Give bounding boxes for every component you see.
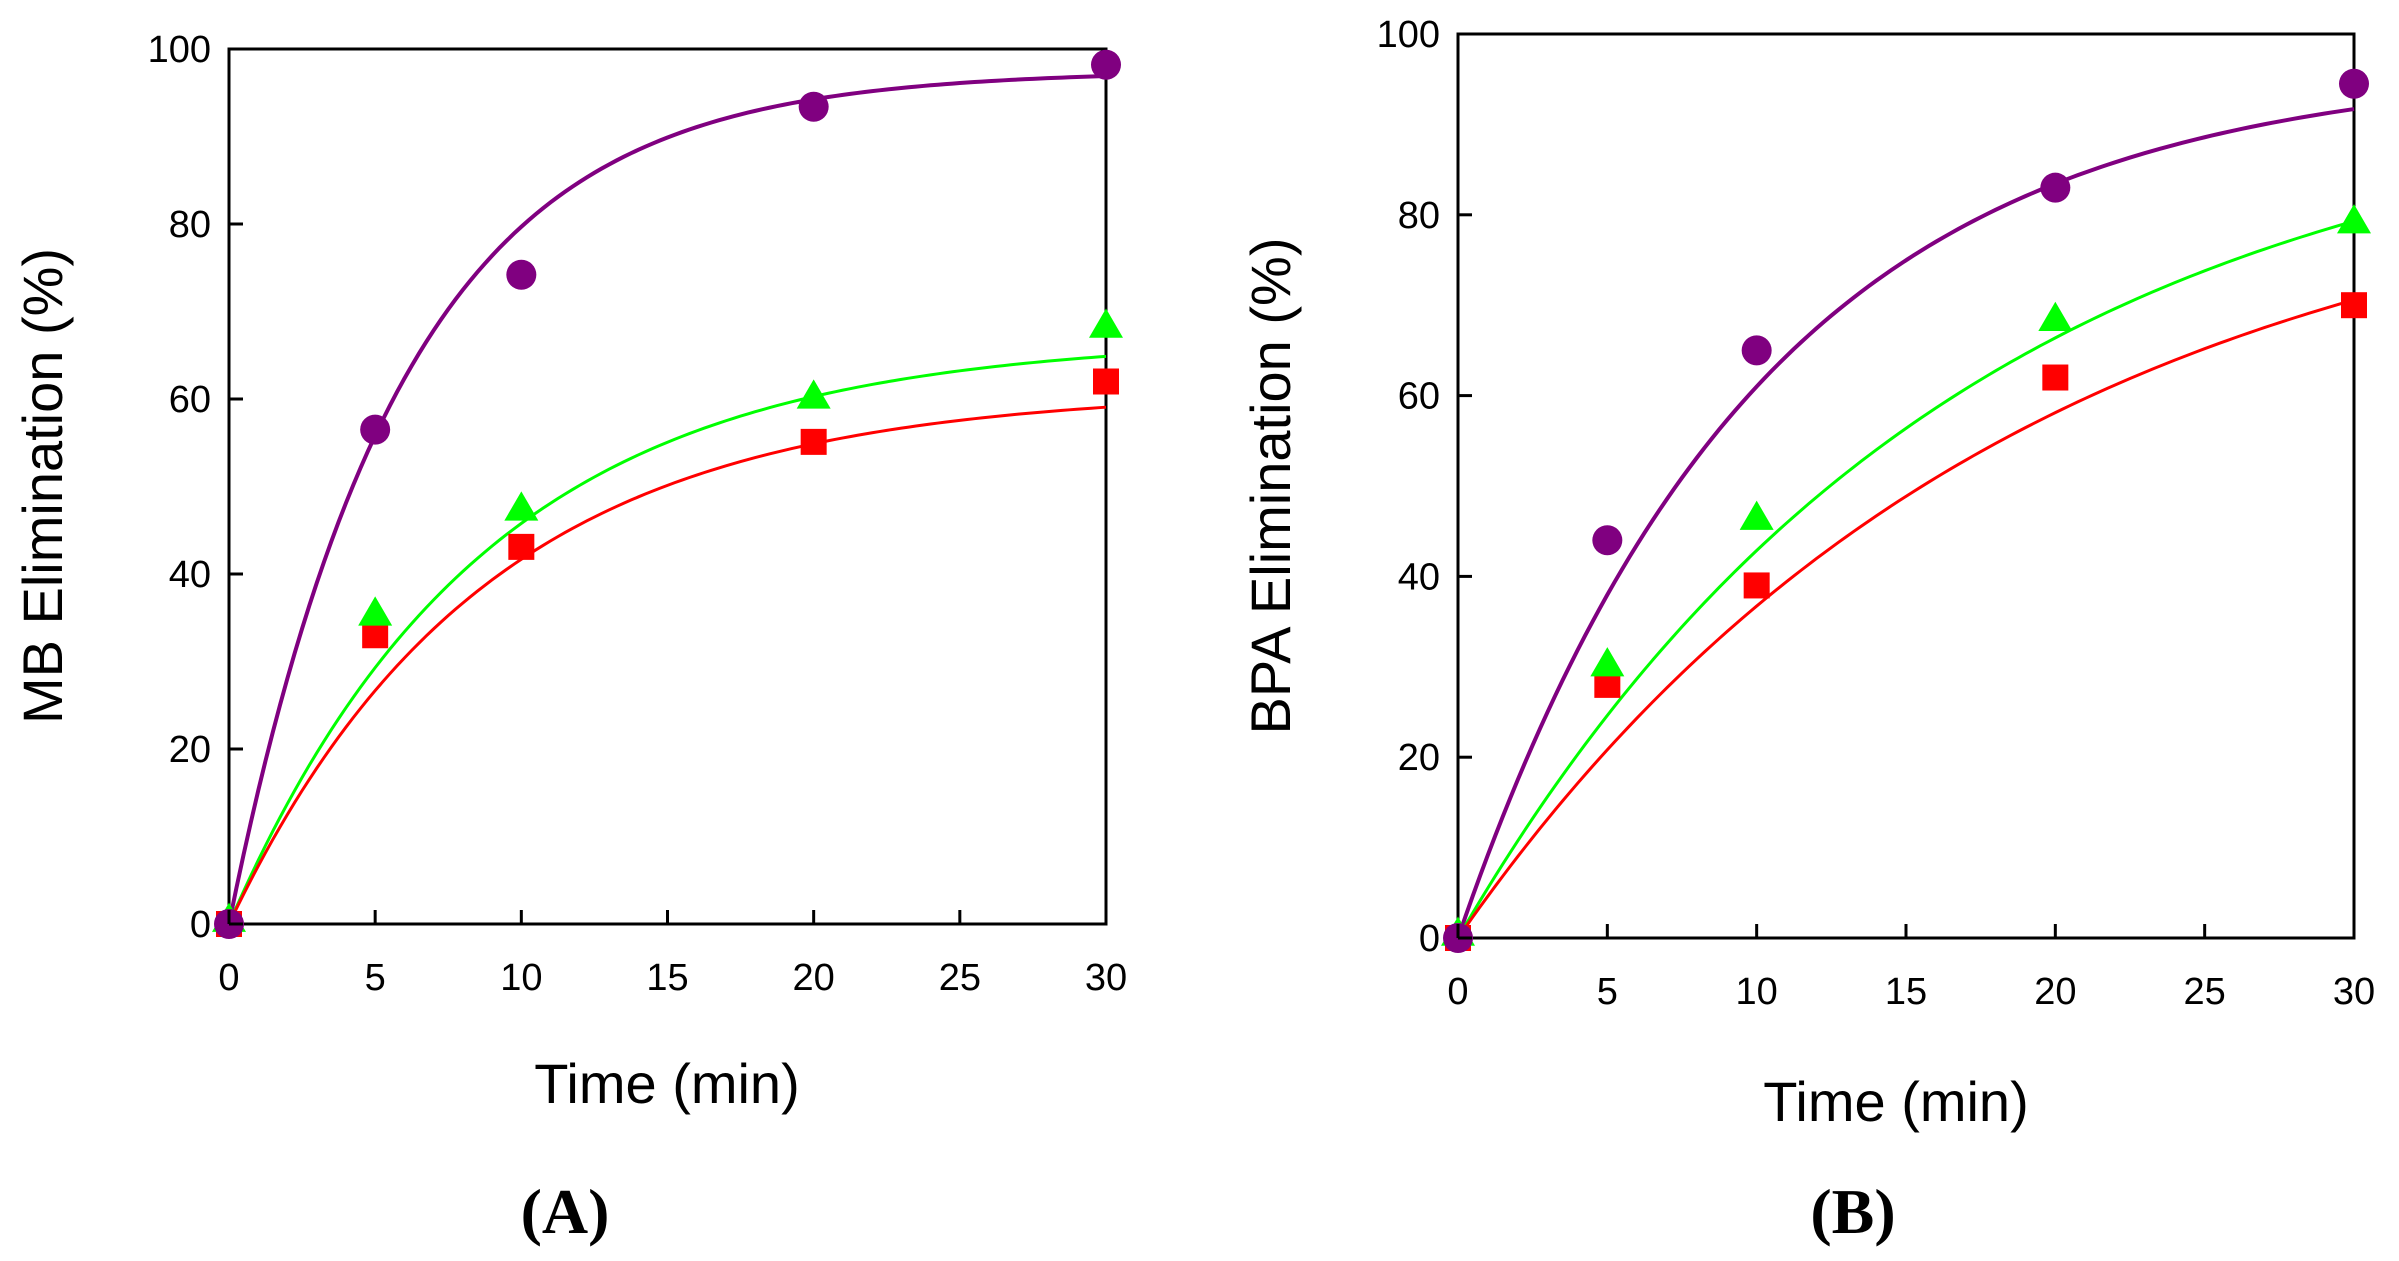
x-tick-label: 0 [1447, 971, 1468, 1013]
x-tick-label: 15 [646, 957, 688, 999]
y-tick-label: 20 [169, 729, 211, 771]
panel-label: (B) [1810, 1176, 1895, 1247]
y-tick-label: 100 [1377, 14, 1440, 56]
chart-panel-b: 0 20 40 60 80 100 0 5 10 15 20 25 30 BPA Eliminatio… [1239, 14, 2375, 1247]
fit-curve-triangle [1456, 219, 2355, 939]
y-tick-label: 40 [1398, 556, 1440, 598]
x-axis-title: Time (min) [534, 1052, 799, 1115]
data-point-triangle [796, 379, 831, 409]
x-tick-label: 30 [1085, 957, 1127, 999]
data-point-circle [360, 414, 391, 445]
plot-frame [1456, 32, 2356, 940]
data-point-triangle [504, 491, 539, 521]
data-point-triangle [358, 596, 393, 626]
y-tick-label: 20 [1398, 737, 1440, 779]
panel-label: (A) [521, 1176, 610, 1247]
data-point-triangle [2337, 204, 2371, 234]
fit-curve-triangle [227, 354, 1107, 925]
data-point-square [362, 622, 389, 649]
y-axis-title: MB Elimination (%) [11, 248, 74, 724]
data-point-circle [1741, 335, 1772, 366]
data-point-square [508, 533, 535, 560]
fit-curve-square [227, 405, 1107, 925]
data-point-circle [2339, 68, 2369, 99]
y-tick-label: 0 [1419, 918, 1440, 960]
data-point-circle [1592, 525, 1623, 556]
x-tick-label: 30 [2333, 971, 2375, 1013]
data-point-triangle [1089, 308, 1123, 338]
fit-curve-square [1456, 298, 2355, 939]
data-point-square [2042, 364, 2069, 391]
x-tick-label: 25 [2184, 971, 2226, 1013]
data-point-square [1743, 572, 1770, 599]
x-tick-label: 0 [218, 957, 239, 999]
y-tick-label: 60 [1398, 376, 1440, 418]
x-tick-label: 15 [1885, 971, 1927, 1013]
y-tick-label: 100 [148, 29, 211, 71]
x-tick-label: 10 [500, 957, 542, 999]
data-point-circle [798, 91, 829, 122]
data-point-triangle [1739, 500, 1774, 530]
y-tick-label: 60 [169, 379, 211, 421]
data-point-circle [2040, 172, 2071, 203]
data-point-circle [1091, 49, 1121, 80]
fit-curve-circle [227, 74, 1107, 925]
data-point-square [800, 428, 827, 455]
y-tick-label: 0 [190, 904, 211, 946]
y-axis-title: BPA Elimination (%) [1239, 238, 1302, 735]
y-tick-label: 80 [1398, 195, 1440, 237]
x-tick-label: 20 [793, 957, 835, 999]
y-tick-label: 40 [169, 554, 211, 596]
data-point-square [2341, 292, 2367, 319]
y-tick-label: 80 [169, 204, 211, 246]
chart-panel-a: 0 20 40 60 80 100 0 5 10 15 20 25 30 MB Elimination… [11, 29, 1127, 1247]
x-tick-label: 5 [1597, 971, 1618, 1013]
data-point-circle [506, 259, 537, 290]
data-point-triangle [2038, 301, 2073, 331]
x-tick-label: 5 [365, 957, 386, 999]
data-point-square [1093, 368, 1119, 395]
x-tick-label: 10 [1736, 971, 1778, 1013]
x-tick-label: 25 [939, 957, 981, 999]
x-tick-label: 20 [2034, 971, 2076, 1013]
data-point-triangle [1590, 647, 1625, 677]
x-axis-title: Time (min) [1763, 1070, 2028, 1133]
fit-curve-circle [1456, 107, 2355, 939]
